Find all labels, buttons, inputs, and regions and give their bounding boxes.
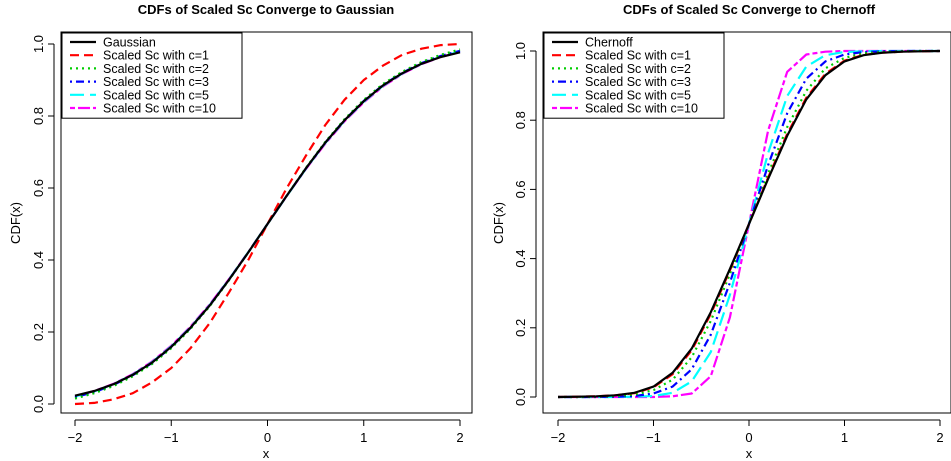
y-tick-label: 0.6 [31,179,46,197]
y-tick-label: 0.0 [31,395,46,413]
legend-label: Scaled Sc with c=10 [103,102,216,116]
y-axis: 0.0 0.2 0.4 0.6 0.8 1.0 [513,42,537,406]
legend-label: Chernoff [585,36,633,50]
chart-gaussian: CDFs of Scaled Sc Converge to Gaussian x… [8,2,473,461]
series-lines [557,49,941,399]
legend-label: Scaled Sc with c=1 [585,49,691,63]
series-line [74,51,461,397]
y-tick-label: 0.2 [31,323,46,341]
legend-label: Scaled Sc with c=2 [585,62,691,76]
legend-label: Scaled Sc with c=3 [103,75,209,89]
y-tick-label: 0.8 [31,107,46,125]
legend-label: Scaled Sc with c=1 [103,49,209,63]
y-tick-label: 0.4 [513,250,528,268]
plot-area-frame [60,31,473,414]
series-line [74,42,461,406]
y-tick-label: 0.6 [513,180,528,198]
chart-chernoff: CDFs of Scaled Sc Converge to Chernoff x… [491,2,951,461]
x-axis: −2 −1 0 1 2 [68,419,464,445]
chart-title: CDFs of Scaled Sc Converge to Chernoff [623,2,876,17]
legend-label: Scaled Sc with c=5 [103,88,209,102]
y-axis: 0.0 0.2 0.4 0.6 0.8 1.0 [31,35,55,413]
x-tick-label: 1 [360,430,367,445]
y-tick-label: 0.0 [513,388,528,406]
legend-box [543,32,725,119]
legend-label: Scaled Sc with c=5 [585,88,691,102]
x-tick-label: 1 [841,430,848,445]
y-axis-label: CDF(x) [8,202,23,244]
y-axis-label: CDF(x) [491,202,506,244]
legend-label: Scaled Sc with c=2 [103,62,209,76]
x-tick-label: 2 [936,430,943,445]
chart-title: CDFs of Scaled Sc Converge to Gaussian [138,2,395,17]
legend-box [61,32,243,119]
x-tick-label: −1 [164,430,179,445]
x-axis-label: x [263,446,270,461]
y-tick-label: 1.0 [513,42,528,60]
x-tick-label: −2 [551,430,566,445]
x-tick-label: −2 [68,430,83,445]
y-tick-label: 0.4 [31,251,46,269]
legend-label: Gaussian [103,36,156,50]
x-tick-label: 0 [264,430,271,445]
plot-area-frame [542,31,951,414]
x-axis-label: x [746,446,753,461]
x-axis: −2 −1 0 1 2 [551,419,944,445]
x-tick-label: −1 [646,430,661,445]
series-line [557,49,941,399]
legend-label: Scaled Sc with c=10 [585,102,698,116]
y-tick-label: 0.8 [513,111,528,129]
x-tick-label: 2 [456,430,463,445]
series-lines [74,42,461,406]
y-tick-label: 1.0 [31,35,46,53]
x-tick-label: 0 [745,430,752,445]
legend-label: Scaled Sc with c=3 [585,75,691,89]
y-tick-label: 0.2 [513,319,528,337]
